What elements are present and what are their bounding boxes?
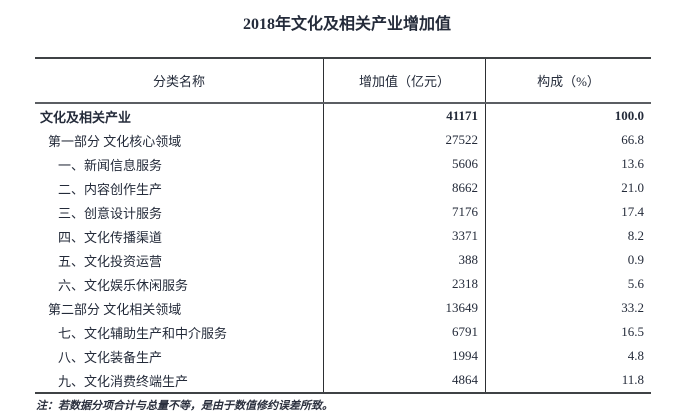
table-row: 一、新闻信息服务 5606 13.6 [35,152,651,176]
row-label: 四、文化传播渠道 [58,229,163,245]
footnote: 注：若数据分项合计与总量不等，是由于数值修约误差所致。 [36,400,333,412]
row-share: 21.0 [485,176,651,200]
table-row: 三、创意设计服务 7176 17.4 [35,200,651,224]
row-label: 八、文化装备生产 [58,349,163,365]
row-label: 一、新闻信息服务 [58,157,163,173]
page-title: 2018年文化及相关产业增加值 [242,16,451,33]
row-share: 11.8 [485,368,651,392]
row-value: 4864 [323,368,485,392]
table-row-total: 文化及相关产业 41171 100.0 [35,104,651,128]
table-row: 八、文化装备生产 1994 4.8 [35,344,651,368]
row-label: 七、文化辅助生产和中介服务 [58,325,228,341]
row-label: 文化及相关产业 [40,109,132,125]
row-share: 66.8 [485,128,651,152]
col-header-category: 分类名称 [152,74,205,89]
row-value: 13649 [323,296,485,320]
row-value: 1994 [323,344,485,368]
row-label: 五、文化投资运营 [58,253,163,269]
row-share: 100.0 [485,104,651,128]
row-value: 41171 [323,104,485,128]
row-value: 7176 [323,200,485,224]
table-row: 六、文化娱乐休闲服务 2318 5.6 [35,272,651,296]
row-label: 第二部分 文化相关领域 [48,301,182,317]
row-share: 33.2 [485,296,651,320]
row-label: 六、文化娱乐休闲服务 [58,277,189,293]
row-share: 5.6 [485,272,651,296]
row-share: 4.8 [485,344,651,368]
table-row-section1: 第一部分 文化核心领域 27522 66.8 [35,128,651,152]
row-value: 5606 [323,152,485,176]
row-label: 九、文化消费终端生产 [58,373,189,389]
col-header-value: 增加值（亿元） [323,59,485,102]
row-value: 2318 [323,272,485,296]
data-table: 分类名称 增加值（亿元） 构成（%） 文化及相关产业 41171 100.0 第… [35,57,651,394]
row-share: 8.2 [485,224,651,248]
table-row-section2: 第二部分 文化相关领域 13649 33.2 [35,296,651,320]
row-value: 27522 [323,128,485,152]
row-share: 17.4 [485,200,651,224]
col-header-share: 构成（%） [485,59,651,102]
table-header-row: 分类名称 增加值（亿元） 构成（%） [35,59,651,104]
row-share: 16.5 [485,320,651,344]
row-share: 13.6 [485,152,651,176]
row-value: 388 [323,248,485,272]
row-value: 3371 [323,224,485,248]
table-row: 七、文化辅助生产和中介服务 6791 16.5 [35,320,651,344]
row-label: 第一部分 文化核心领域 [48,133,182,149]
table-row: 五、文化投资运营 388 0.9 [35,248,651,272]
table-row: 四、文化传播渠道 3371 8.2 [35,224,651,248]
row-value: 6791 [323,320,485,344]
row-label: 二、内容创作生产 [58,181,163,197]
row-share: 0.9 [485,248,651,272]
table-row: 二、内容创作生产 8662 21.0 [35,176,651,200]
row-label: 三、创意设计服务 [58,205,163,221]
row-value: 8662 [323,176,485,200]
table-row: 九、文化消费终端生产 4864 11.8 [35,368,651,392]
